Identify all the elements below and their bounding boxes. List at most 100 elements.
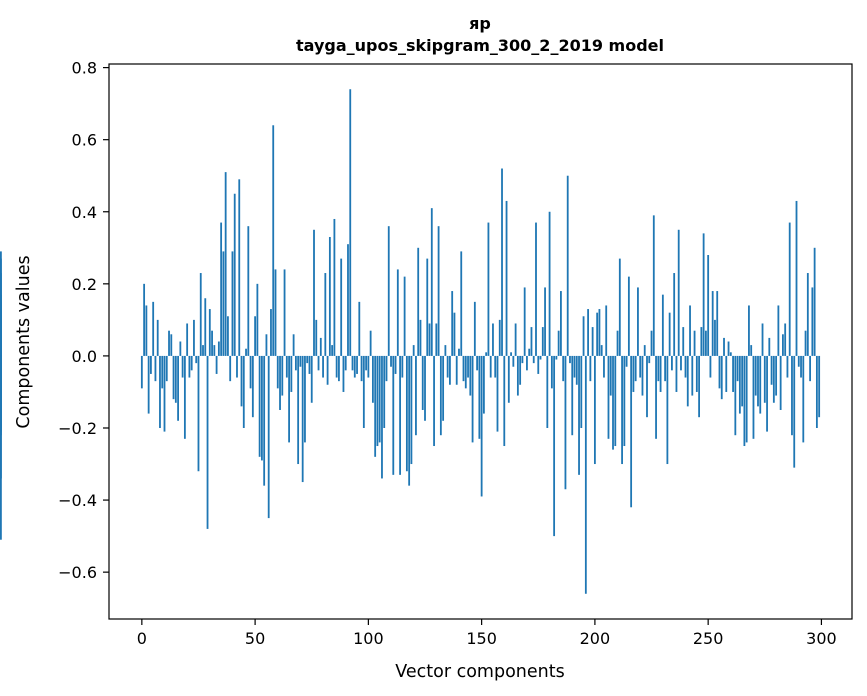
bar-193 [578, 355, 580, 475]
bar-187 [564, 355, 567, 490]
bar-110 [390, 355, 392, 367]
bar-173 [532, 355, 535, 364]
bar-243 [691, 355, 694, 396]
bar-46 [245, 348, 247, 356]
bar-183 [555, 355, 558, 360]
bar-263 [736, 355, 739, 382]
bar-106 [381, 355, 383, 479]
x-tick-label: 300 [806, 629, 837, 648]
bar-296 [811, 287, 814, 356]
bar-91 [347, 244, 349, 356]
bar-233 [668, 312, 671, 356]
bar-242 [689, 305, 691, 356]
bar-68 [294, 355, 297, 371]
bar-161 [505, 200, 508, 356]
bar-12 [168, 330, 170, 356]
bar-220 [639, 355, 642, 378]
y-axis-label: Components values [14, 255, 34, 428]
bar-87 [338, 355, 340, 382]
bar-53 [261, 355, 263, 461]
bar-160 [503, 355, 506, 447]
bar-81 [324, 273, 327, 356]
bar-22 [190, 355, 193, 371]
bar-218 [634, 355, 637, 382]
y-axis-ticks: −0.6 −0.4 −0.2 0.0 0.2 0.4 0.6 0.8 [58, 59, 109, 582]
bar-60 [276, 355, 279, 389]
bar-188 [566, 175, 569, 356]
bar-175 [537, 355, 540, 374]
x-axis-ticks: 0 50 100 150 200 250 300 [137, 619, 837, 648]
bar-142 [462, 355, 465, 382]
bar-268 [748, 305, 750, 356]
bar-84 [331, 345, 334, 356]
bar-164 [512, 355, 515, 367]
bar-105 [378, 355, 381, 443]
bar-88 [340, 258, 343, 356]
bar-273 [759, 355, 762, 414]
bar-41 [233, 193, 236, 356]
bar-295 [809, 355, 811, 382]
bar-237 [677, 229, 680, 356]
bar-189 [569, 355, 571, 364]
bar-13 [170, 334, 173, 356]
bar-15 [174, 355, 177, 403]
bar-209 [614, 355, 617, 447]
bar-246 [698, 355, 700, 418]
bar-226 [652, 215, 655, 356]
bar-264 [738, 355, 741, 414]
bar-75 [310, 355, 313, 403]
bar-275 [763, 355, 766, 403]
bar-181 [550, 355, 553, 389]
bar-28 [204, 298, 207, 356]
bar-240 [684, 355, 687, 378]
bar-96 [358, 301, 361, 356]
bar-124 [421, 355, 424, 410]
bar-69 [297, 355, 300, 465]
bar-156 [494, 355, 497, 378]
bar-39 [229, 355, 232, 382]
bar-114 [399, 355, 401, 475]
bar-79 [319, 337, 322, 356]
bar-197 [587, 309, 589, 356]
bar-undefined [0, 309, 2, 356]
bar-50 [254, 316, 257, 356]
bar-154 [489, 355, 492, 378]
y-tick-label: −0.2 [58, 419, 97, 438]
bar-133 [442, 355, 445, 421]
bar-159 [501, 168, 503, 356]
bar-225 [650, 330, 653, 356]
y-tick-label: 0.8 [72, 59, 97, 78]
bar-78 [317, 355, 320, 371]
bar-34 [217, 341, 220, 356]
bar-136 [449, 355, 451, 385]
bar-82 [326, 355, 329, 385]
bar-5 [152, 301, 155, 356]
bar-103 [374, 355, 377, 457]
bar-205 [605, 305, 608, 356]
bar-59 [274, 269, 277, 356]
bar-166 [516, 355, 519, 396]
bar-137 [451, 291, 454, 356]
bar-111 [392, 355, 395, 475]
bar-162 [507, 355, 510, 403]
bar-65 [288, 355, 290, 443]
bar-62 [281, 355, 284, 396]
bar-186 [562, 355, 565, 382]
bar-116 [403, 276, 406, 356]
bar-147 [473, 301, 476, 356]
bar-294 [806, 273, 809, 356]
bar-4 [150, 355, 152, 374]
bar-54 [263, 355, 266, 486]
bar-171 [528, 348, 531, 356]
bar-58 [272, 125, 275, 356]
bar-172 [530, 327, 533, 356]
bar-51 [256, 283, 259, 356]
bar-169 [523, 287, 526, 356]
bar-280 [775, 355, 778, 396]
bar-285 [786, 355, 789, 378]
bar-276 [766, 355, 768, 432]
bar-170 [526, 355, 528, 371]
bar-26 [199, 273, 202, 356]
bar-210 [616, 330, 619, 356]
y-tick-label: 0.4 [72, 203, 97, 222]
